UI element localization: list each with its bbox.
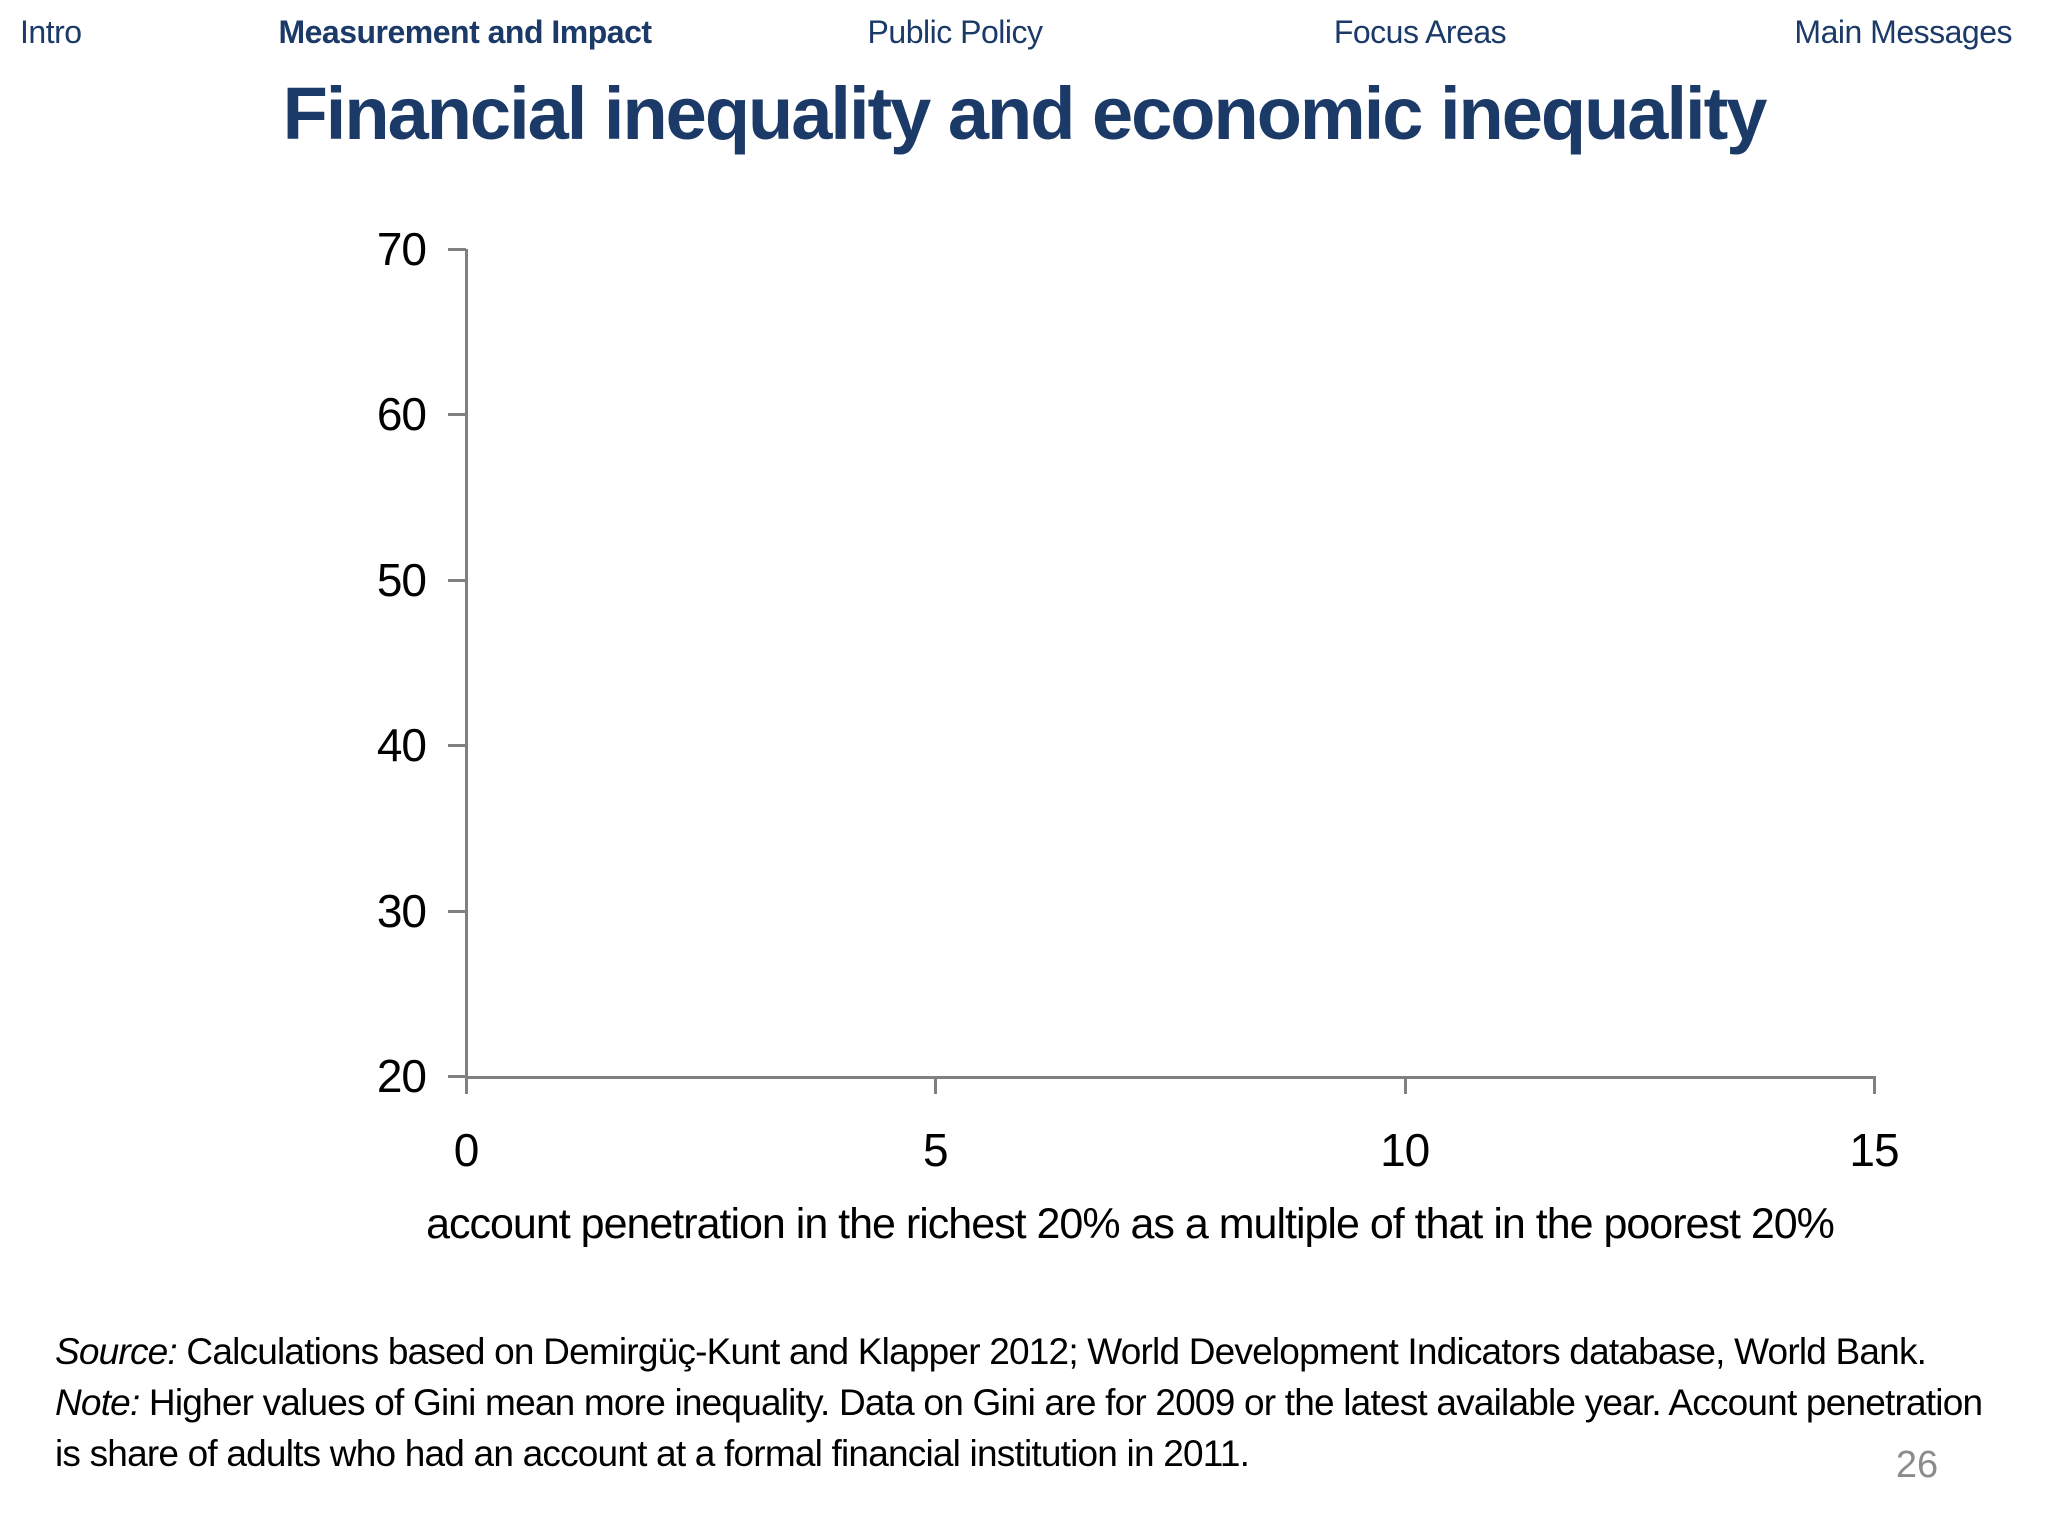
x-axis-title: account penetration in the richest 20% a… xyxy=(426,1200,1835,1248)
x-tick-label: 10 xyxy=(1380,1124,1430,1176)
nav-item-focus-areas[interactable]: Focus Areas xyxy=(1333,14,1507,50)
source-line: Source: Calculations based on Demirgüç-K… xyxy=(55,1326,2005,1377)
note-text: Higher values of Gini mean more inequali… xyxy=(55,1382,1983,1474)
nav-item-main-messages[interactable]: Main Messages xyxy=(1794,14,2012,50)
x-tick-label: 0 xyxy=(453,1124,480,1176)
y-axis-tick xyxy=(448,909,466,913)
nav-item-measurement-and-impact[interactable]: Measurement and Impact xyxy=(278,14,652,50)
page-title: Financial inequality and economic inequa… xyxy=(282,72,1768,155)
y-axis-tick xyxy=(448,1075,466,1078)
y-axis-line xyxy=(465,249,468,1079)
page-number: 26 xyxy=(1895,1444,1939,1486)
y-tick-label: 70 xyxy=(376,223,427,275)
note-line: Note: Higher values of Gini mean more in… xyxy=(55,1377,2005,1479)
y-tick-label: 20 xyxy=(376,1050,427,1102)
y-axis-tick xyxy=(448,248,466,251)
y-tick-label: 30 xyxy=(376,884,427,937)
x-axis-tick xyxy=(465,1076,468,1094)
x-tick-label: 15 xyxy=(1849,1124,1899,1176)
x-tick-label: 5 xyxy=(923,1124,949,1176)
x-axis-tick xyxy=(1873,1076,1876,1094)
x-axis-tick xyxy=(934,1076,938,1094)
note-label: Note: xyxy=(55,1382,140,1423)
y-tick-label: 60 xyxy=(376,388,427,441)
y-axis-tick xyxy=(448,578,466,582)
x-axis-line xyxy=(465,1076,1875,1079)
y-axis-tick xyxy=(448,413,466,417)
y-tick-label: 40 xyxy=(376,719,427,772)
source-text: Calculations based on Demirgüç-Kunt and … xyxy=(186,1331,1927,1372)
y-tick-label: 50 xyxy=(376,553,427,606)
nav-item-public-policy[interactable]: Public Policy xyxy=(867,14,1043,50)
footer-notes: Source: Calculations based on Demirgüç-K… xyxy=(55,1326,2005,1479)
x-axis-tick xyxy=(1403,1076,1407,1094)
y-axis-tick xyxy=(448,744,466,748)
nav-item-intro[interactable]: Intro xyxy=(20,14,82,50)
source-label: Source: xyxy=(55,1331,178,1372)
